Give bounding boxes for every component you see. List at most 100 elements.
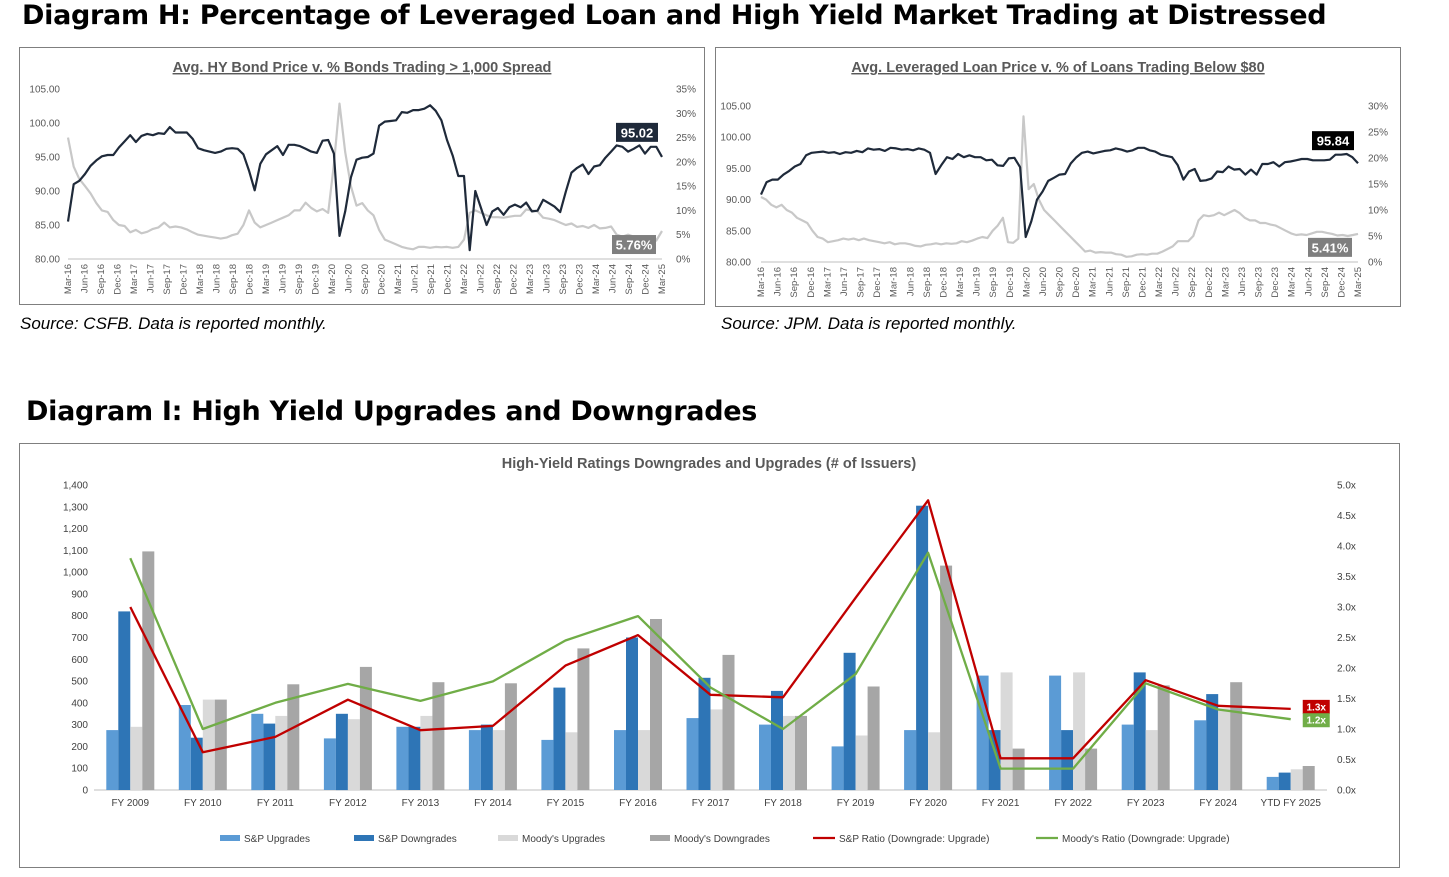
y-axis-tick-label: 200 [71, 742, 88, 753]
y2-axis-tick-label: 3.5x [1337, 572, 1356, 583]
x-axis-tick-label: Jun-21 [410, 264, 421, 293]
chart-title: Avg. Leveraged Loan Price v. % of Loans … [851, 60, 1264, 76]
y-axis-tick-label: 95.00 [726, 164, 751, 175]
moodys-downgrades-bar [287, 684, 300, 790]
x-axis-tick-label: Dec-23 [1270, 267, 1281, 298]
x-axis-tick-label: Mar-16 [63, 264, 74, 294]
legend-label: Moody's Downgrades [674, 834, 770, 845]
avg-price-line [759, 146, 1359, 239]
legend-label: S&P Ratio (Downgrade: Upgrade) [839, 834, 989, 845]
price-end-label: 95.02 [621, 125, 654, 140]
moodys-downgrades-bar [214, 699, 227, 790]
y2-axis-tick-label: 2.5x [1337, 633, 1356, 644]
y2-axis-tick-label: 2.0x [1337, 664, 1356, 675]
x-axis-category-label: YTD FY 2025 [1261, 798, 1322, 809]
legend-swatch [354, 835, 374, 841]
x-axis-tick-label: Sep-24 [624, 264, 635, 295]
x-axis-category-label: FY 2014 [474, 798, 512, 809]
x-axis-category-label: FY 2023 [1127, 798, 1165, 809]
moodys-upgrades-bar [928, 732, 941, 790]
sp-upgrades-bar [541, 739, 554, 790]
diagram-i-heading: Diagram I: High Yield Upgrades and Downg… [26, 396, 758, 427]
y-axis-tick-label: 85.00 [35, 221, 60, 232]
x-axis-tick-label: Dec-21 [443, 264, 454, 295]
x-axis-category-label: FY 2022 [1054, 798, 1092, 809]
y2-axis-tick-label: 25% [676, 133, 696, 144]
x-axis-category-label: FY 2010 [184, 798, 222, 809]
sp-downgrades-bar [190, 737, 203, 790]
x-axis-tick-label: Dec-24 [641, 264, 652, 295]
sp-upgrades-bar [106, 730, 119, 790]
x-axis-category-label: FY 2017 [692, 798, 730, 809]
sp-upgrades-bar [468, 730, 481, 790]
pct-end-label: 5.41% [1312, 240, 1349, 255]
moodys-ratio-line [129, 551, 1291, 770]
sp-upgrades-bar [759, 724, 771, 790]
moodys-upgrades-bar [492, 730, 505, 790]
y2-axis-tick-label: 15% [676, 182, 696, 193]
legend-label: Moody's Ratio (Downgrade: Upgrade) [1062, 834, 1230, 845]
y2-axis-tick-label: 4.5x [1337, 511, 1356, 522]
x-axis-tick-label: Sep-24 [1320, 267, 1331, 298]
moodys-upgrades-bar [565, 732, 578, 790]
x-axis-tick-label: Sep-19 [988, 267, 999, 298]
sp-upgrades-bar [1266, 776, 1279, 790]
moodys-upgrades-bar [855, 735, 868, 790]
sp-downgrades-bar [698, 677, 711, 790]
y2-axis-tick-label: 15% [1368, 180, 1388, 191]
diagram-h-heading: Diagram H: Percentage of Leveraged Loan … [22, 0, 1327, 31]
hy-bond-chart: Avg. HY Bond Price v. % Bonds Trading > … [29, 60, 696, 295]
x-axis-tick-label: Mar-25 [657, 264, 668, 294]
moodys-upgrades-bar [202, 699, 215, 790]
sp-upgrades-bar [686, 718, 699, 790]
moodys-downgrades-bar [432, 682, 445, 790]
sp-downgrades-bar [771, 690, 783, 790]
y-axis-tick-label: 95.00 [35, 153, 60, 164]
legend-swatch [498, 835, 518, 841]
source-note-csfb: Source: CSFB. Data is reported monthly. [20, 314, 327, 333]
sp-downgrades-bar [263, 723, 276, 790]
x-axis-tick-label: Sep-20 [1055, 267, 1066, 298]
sp-downgrades-bar [626, 637, 638, 790]
x-axis-tick-label: Dec-20 [1071, 267, 1082, 298]
x-axis-tick-label: Mar-19 [955, 267, 966, 297]
y2-axis-tick-label: 0% [676, 255, 691, 266]
x-axis-category-label: FY 2020 [909, 798, 947, 809]
x-axis-tick-label: Dec-21 [1137, 267, 1148, 298]
x-axis-category-label: FY 2019 [837, 798, 875, 809]
sp-upgrades-bar [1049, 675, 1062, 790]
y-axis-tick-label: 80.00 [726, 258, 751, 269]
x-axis-tick-label: Jun-17 [146, 264, 157, 293]
price-end-label: 95.84 [1317, 134, 1350, 149]
y2-axis-tick-label: 10% [676, 206, 696, 217]
sp-upgrades-bar [323, 738, 336, 790]
x-axis-tick-label: Mar-20 [327, 264, 338, 294]
sp-downgrades-bar [408, 726, 421, 790]
x-axis-tick-label: Jun-19 [278, 264, 289, 293]
moodys-downgrades-bar [867, 686, 880, 790]
x-axis-tick-label: Jun-23 [542, 264, 553, 293]
x-axis-tick-label: Jun-16 [773, 267, 784, 296]
moodys-upgrades-bar [783, 715, 795, 790]
y2-axis-tick-label: 5% [676, 230, 691, 241]
x-axis-tick-label: Mar-24 [591, 264, 602, 294]
sp-downgrades-bar [335, 713, 348, 791]
x-axis-tick-label: Mar-18 [195, 264, 206, 294]
x-axis-tick-label: Jun-19 [972, 267, 983, 296]
y2-axis-tick-label: 35% [676, 85, 696, 96]
x-axis-tick-label: Jun-23 [1237, 267, 1248, 296]
x-axis-tick-label: Dec-19 [311, 264, 322, 295]
y-axis-tick-label: 800 [71, 611, 88, 622]
moodys-upgrades-bar [638, 730, 650, 790]
loan-chart-panel: Avg. Leveraged Loan Price v. % of Loans … [715, 47, 1401, 307]
x-axis-tick-label: Sep-18 [228, 264, 239, 295]
sp-ratio-end-label: 1.3x [1307, 702, 1327, 713]
chart-title: Avg. HY Bond Price v. % Bonds Trading > … [173, 60, 552, 76]
x-axis-tick-label: Jun-18 [212, 264, 223, 293]
y2-axis-tick-label: 20% [676, 157, 696, 168]
moodys-downgrades-bar [577, 648, 590, 790]
x-axis-tick-label: Jun-22 [476, 264, 487, 293]
moodys-upgrades-bar [710, 709, 723, 790]
moodys-downgrades-bar [795, 715, 807, 790]
sp-downgrades-bar [1133, 672, 1146, 790]
